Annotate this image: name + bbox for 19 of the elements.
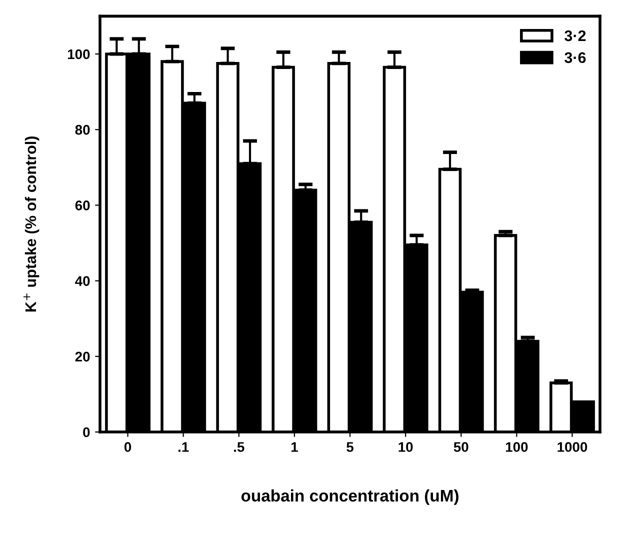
x-tick-label: 0	[124, 442, 132, 452]
x-tick-label: .5	[234, 442, 244, 452]
y-tick-label: 80	[75, 124, 90, 135]
x-tick-label: 1	[291, 442, 298, 452]
y-tick-label: 60	[75, 200, 90, 210]
x-axis-title: ouabain concentration (uM)	[241, 489, 458, 505]
x-tick-label: 50	[454, 442, 468, 452]
y-tick-label: 0	[83, 427, 90, 438]
x-tick-label: 100	[506, 442, 528, 452]
legend-label: 3·6	[564, 52, 586, 64]
x-tick-label: 1000	[558, 442, 588, 452]
x-tick-label: 5	[346, 442, 354, 452]
x-tick-label: 10	[398, 442, 413, 452]
y-axis-title: K$^{+}$ uptake (% of control)	[23, 136, 40, 312]
x-tick-label: .1	[178, 442, 189, 452]
y-tick-label: 20	[75, 352, 90, 362]
y-tick-label: 100	[68, 49, 90, 60]
y-tick-label: 40	[75, 276, 90, 286]
legend-label: 3·2	[564, 30, 586, 42]
